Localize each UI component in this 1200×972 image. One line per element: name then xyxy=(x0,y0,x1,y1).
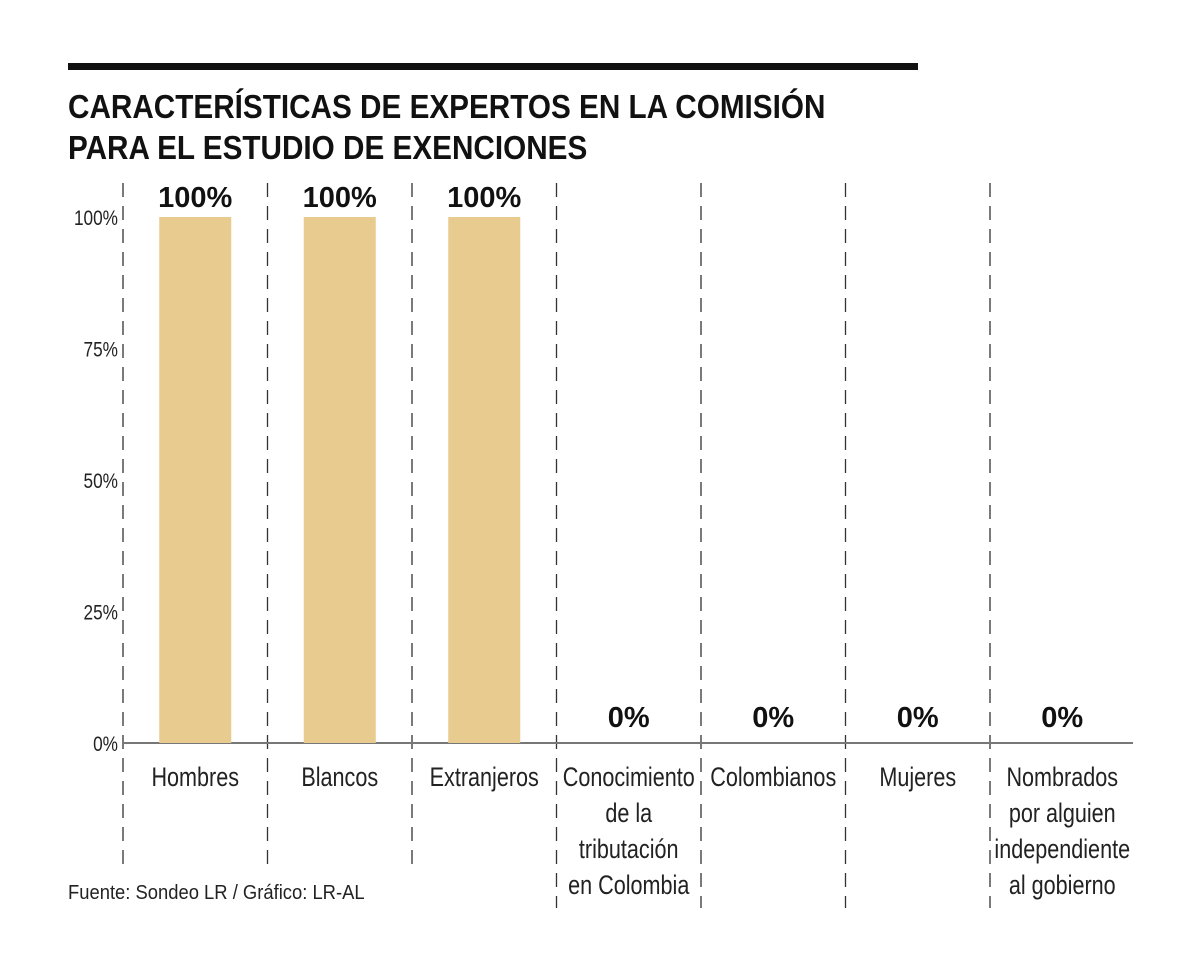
data-label: 100% xyxy=(447,182,521,214)
category-label: de la xyxy=(605,799,652,829)
category-label: independiente xyxy=(994,835,1130,865)
data-label: 100% xyxy=(158,182,232,214)
data-label: 100% xyxy=(303,182,377,214)
title-line-1: CARACTERÍSTICAS DE EXPERTOS EN LA COMISI… xyxy=(68,88,826,125)
y-tick-label: 50% xyxy=(84,471,118,494)
y-tick-label: 0% xyxy=(93,734,118,757)
bar xyxy=(159,217,232,743)
category-label: al gobierno xyxy=(1009,871,1116,901)
category-label: Blancos xyxy=(301,763,378,793)
y-tick-label: 25% xyxy=(84,602,118,625)
bar xyxy=(448,217,521,743)
data-label: 0% xyxy=(608,702,650,734)
data-label: 0% xyxy=(752,702,794,734)
y-tick-label: 100% xyxy=(74,208,118,231)
category-label: Mujeres xyxy=(879,763,956,793)
data-label: 0% xyxy=(1041,702,1083,734)
category-label: en Colombia xyxy=(568,871,690,901)
bar xyxy=(303,217,376,743)
category-label: Colombianos xyxy=(710,763,836,793)
category-label: por alguien xyxy=(1009,799,1116,829)
title-rule xyxy=(68,63,918,70)
page-title: CARACTERÍSTICAS DE EXPERTOS EN LA COMISI… xyxy=(68,86,968,168)
category-label: Nombrados xyxy=(1006,763,1118,793)
data-label: 0% xyxy=(897,702,939,734)
category-label: Conocimiento xyxy=(563,763,695,793)
title-line-2: PARA EL ESTUDIO DE EXENCIONES xyxy=(68,129,588,166)
y-tick-label: 75% xyxy=(84,339,118,362)
category-label: tributación xyxy=(579,835,679,865)
category-label: Hombres xyxy=(151,763,239,793)
category-label: Extranjeros xyxy=(430,763,539,793)
source-note: Fuente: Sondeo LR / Gráfico: LR-AL xyxy=(68,882,365,904)
